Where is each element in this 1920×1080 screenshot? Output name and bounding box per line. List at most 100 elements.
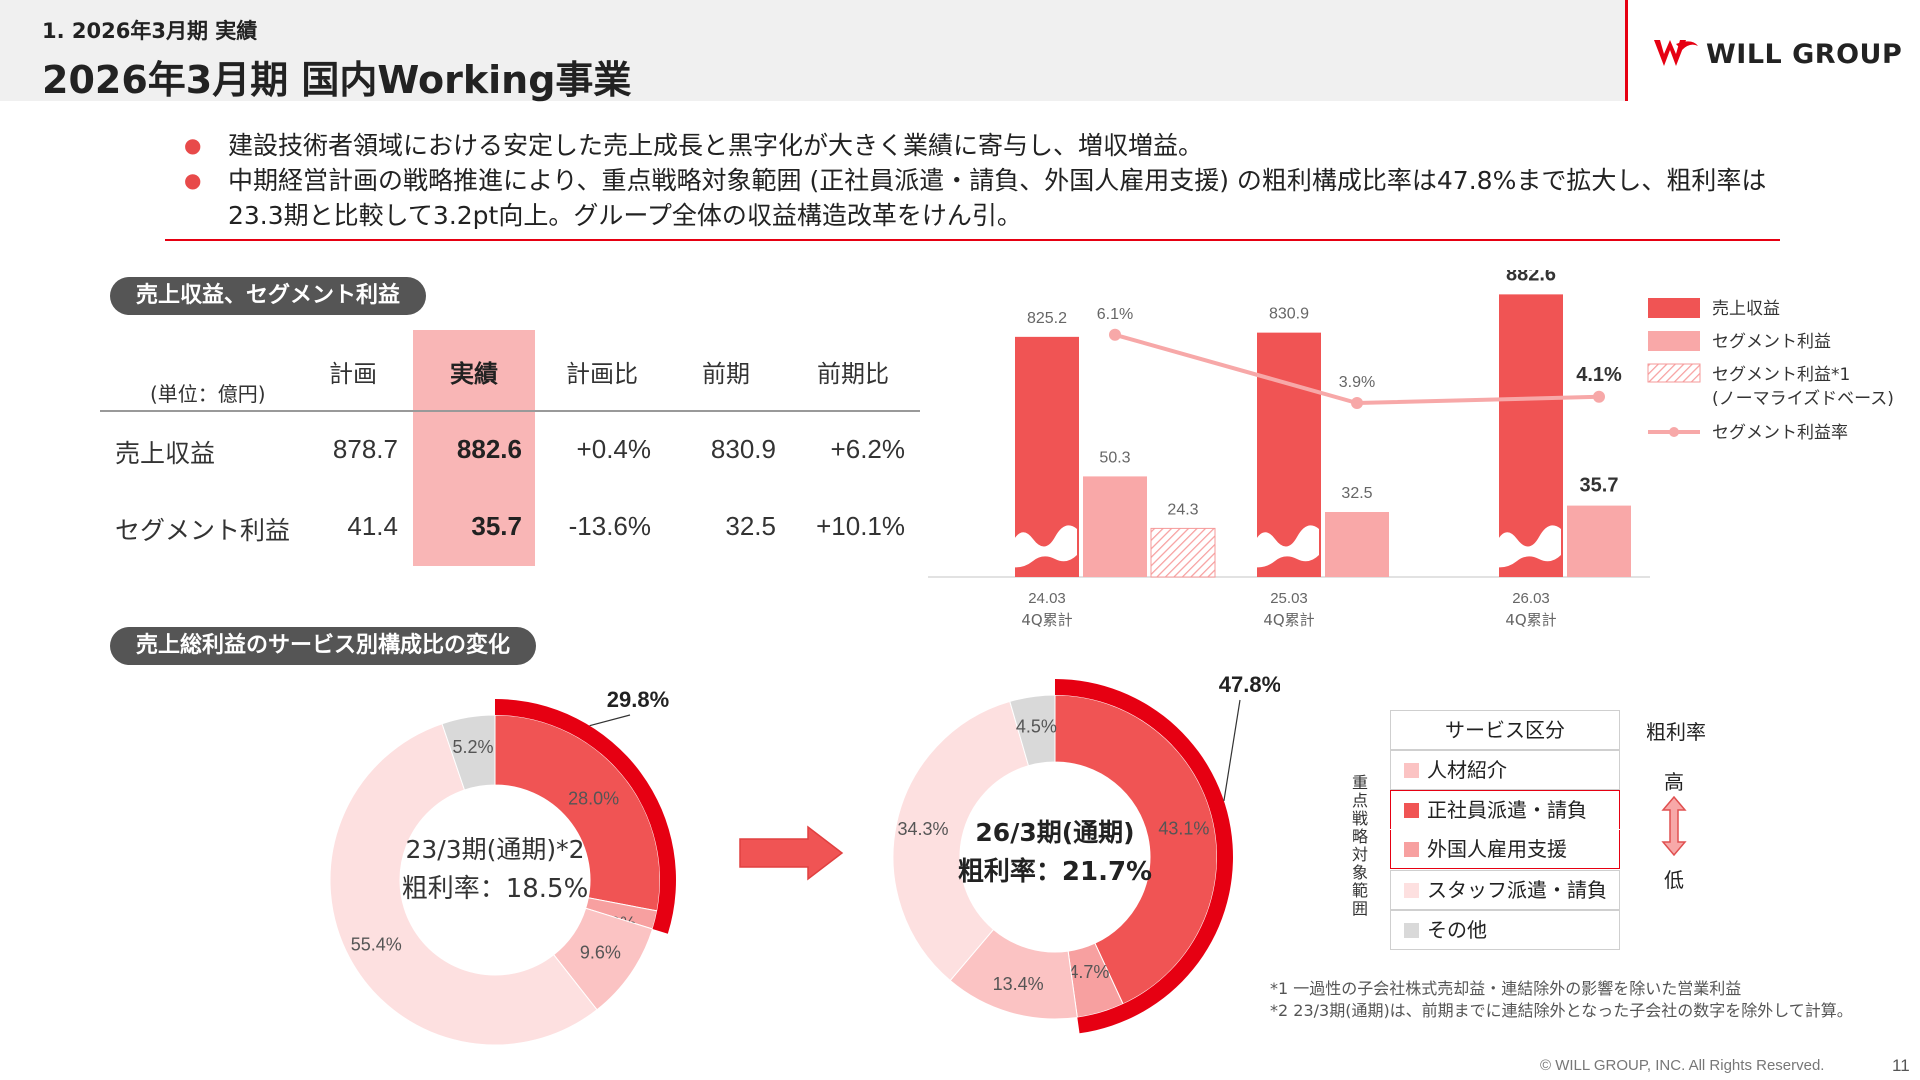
- donut-slice: [892, 700, 1030, 982]
- bar-label-segment-profit: 32.5: [1341, 485, 1372, 502]
- service-legend: サービス区分 粗利率 人材紹介 正社員派遣・請負 外国人雇用支援 スタッフ派遣・…: [1340, 710, 1760, 960]
- focus-total-label: 47.8%: [1219, 672, 1280, 697]
- donut-2-center-gm: 粗利率：21.7%: [957, 857, 1153, 887]
- donut-2-center: 26/3期(通期) 粗利率：21.7%: [935, 813, 1175, 888]
- x-tick-label: 26.03: [1512, 590, 1550, 607]
- bar-label-segment-profit: 35.7: [1580, 475, 1619, 497]
- legend-item-label: スタッフ派遣・請負: [1427, 878, 1607, 902]
- donut-slice: [1054, 694, 1218, 1005]
- focus-range-arc: [495, 699, 676, 934]
- gm-high-label: 高: [1664, 770, 1684, 794]
- legend-item-label: その他: [1427, 918, 1487, 942]
- table-cell: 882.6: [456, 434, 522, 464]
- bar-label-normalized: 24.3: [1167, 501, 1198, 518]
- bullet-dot-icon: ●: [184, 133, 202, 157]
- col-header-prev: 前期: [702, 360, 750, 388]
- col-header-actual: 実績: [450, 360, 498, 388]
- legend-item: その他: [1390, 910, 1620, 950]
- bullet-divider: [165, 239, 1780, 241]
- legend-swatch: [1648, 298, 1700, 318]
- legend-item: 正社員派遣・請負: [1390, 790, 1620, 829]
- bar-segment-profit: [1325, 512, 1389, 577]
- legend-item-label: 正社員派遣・請負: [1427, 798, 1587, 822]
- table-cell: +10.1%: [816, 511, 905, 541]
- table-cell: 41.4: [347, 511, 398, 541]
- col-header-plan: 計画: [329, 360, 377, 388]
- x-tick-label: 4Q累計: [1505, 611, 1556, 629]
- table-cell: 35.7: [471, 511, 522, 541]
- sales-section-pill: 売上収益、セグメント利益: [110, 277, 427, 315]
- bullet-1: ● 建設技術者領域における安定した売上成長と黒字化が大きく業績に寄与し、増収増益…: [184, 128, 1203, 163]
- legend-swatch: [1404, 842, 1419, 857]
- donut-slice-label: 5.2%: [453, 737, 494, 757]
- unit-label: (単位：億円): [150, 382, 266, 406]
- donut-chart-fy26: 43.1% 4.7% 13.4% 34.3% 4.5% 47.8%: [892, 672, 1280, 1034]
- col-header-vs-plan: 計画比: [566, 360, 638, 388]
- sales-table: (単位：億円) 計画 実績 計画比 前期 前期比 売上収益 878.7 882.…: [100, 330, 920, 570]
- bar-label-revenue: 825.2: [1027, 310, 1067, 327]
- segment-margin-label: 4.1%: [1576, 364, 1622, 386]
- legend-label: セグメント利益: [1712, 332, 1831, 352]
- legend-swatch: [1404, 803, 1419, 818]
- axis-break-icon: [1495, 525, 1561, 568]
- bar-segment-profit: [1083, 476, 1147, 577]
- table-header-rule: [100, 410, 920, 412]
- legend-swatch: [1404, 883, 1419, 898]
- table-cell: 32.5: [725, 511, 776, 541]
- focus-total-label: 29.8%: [607, 687, 669, 712]
- legend-label: セグメント利益率: [1712, 423, 1848, 443]
- section-label: 1. 2026年3月期 実績: [42, 19, 258, 43]
- legend-header: サービス区分: [1390, 710, 1620, 750]
- header-divider: [1625, 0, 1628, 101]
- bullet-2: ● 中期経営計画の戦略推進により、重点戦略対象範囲 (正社員派遣・請負、外国人雇…: [184, 163, 1768, 233]
- sales-bar-chart: 825.2 50.3 24.3 24.03 4Q累計 830.9 32.5 25.03 4Q累計…: [928, 270, 1894, 629]
- bar-label-segment-profit: 50.3: [1099, 449, 1130, 466]
- legend-swatch: [1404, 923, 1419, 938]
- donut-slice: [1009, 694, 1056, 767]
- axis-break-icon: [1253, 525, 1319, 568]
- donut-slice-label: 43.1%: [1158, 819, 1209, 839]
- gm-header: 粗利率: [1646, 720, 1706, 744]
- legend-label: 売上収益: [1712, 299, 1780, 319]
- donut-slice: [329, 723, 598, 1046]
- axis-break-icon: [1011, 525, 1077, 568]
- donut-chart-fy23: 28.0%1.8%9.6%55.4%5.2%29.8%: [329, 687, 676, 1046]
- row-label-segment-profit: セグメント利益: [115, 516, 291, 545]
- segment-margin-point: [1351, 397, 1363, 409]
- donut-slice-label: 55.4%: [351, 934, 402, 954]
- focus-leader-line: [1223, 699, 1241, 801]
- will-group-logo: WILL GROUP: [1652, 36, 1902, 72]
- table-cell: +0.4%: [576, 434, 651, 464]
- header-band: [0, 0, 1625, 101]
- bullet-dot-icon: ●: [184, 168, 202, 192]
- donut-1-center-gm: 粗利率：18.5%: [401, 874, 589, 904]
- donut-slice-label: 34.3%: [897, 819, 948, 839]
- logo-mark-icon: [1654, 40, 1698, 66]
- up-down-arrow-icon: [1661, 796, 1687, 856]
- bar-label-revenue: 830.9: [1269, 306, 1309, 323]
- segment-margin-point: [1593, 390, 1605, 403]
- donut-slice-label: 4.5%: [1016, 716, 1057, 736]
- bullet-2-text: 中期経営計画の戦略推進により、重点戦略対象範囲 (正社員派遣・請負、外国人雇用支…: [228, 166, 1767, 230]
- segment-margin-label: 6.1%: [1097, 306, 1133, 323]
- legend-swatch: [1404, 763, 1419, 778]
- legend-item: 外国人雇用支援: [1390, 830, 1620, 869]
- donut-1-center-period: 23/3期(通期)*2: [405, 835, 585, 864]
- legend-sublabel: (ノーマライズドベース): [1712, 389, 1894, 409]
- actual-column-highlight: [413, 330, 535, 566]
- x-tick-label: 4Q累計: [1263, 611, 1314, 629]
- bar-segment-profit: [1567, 505, 1631, 577]
- bar-label-revenue: 882.6: [1506, 270, 1556, 285]
- donut-slice-label: 4.7%: [1068, 962, 1109, 982]
- legend-item-label: 人材紹介: [1427, 758, 1507, 782]
- x-tick-label: 25.03: [1270, 590, 1308, 607]
- page-number: 11: [1892, 1056, 1910, 1075]
- table-cell: -13.6%: [568, 511, 651, 541]
- segment-margin-label: 3.9%: [1339, 374, 1375, 391]
- legend-item: スタッフ派遣・請負: [1390, 870, 1620, 910]
- legend-swatch: [1648, 331, 1700, 351]
- table-cell: 830.9: [710, 434, 776, 464]
- x-tick-label: 4Q累計: [1021, 611, 1072, 629]
- right-arrow-icon: [739, 825, 844, 881]
- legend-swatch: [1669, 427, 1679, 437]
